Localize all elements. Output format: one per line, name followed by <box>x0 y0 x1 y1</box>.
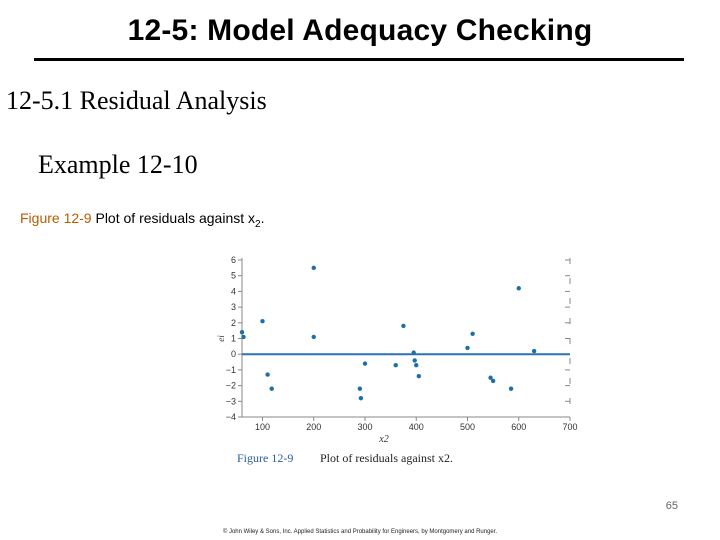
axes <box>241 258 571 418</box>
residual-point <box>393 362 398 368</box>
residual-point <box>241 334 246 340</box>
ticks <box>238 259 571 421</box>
residual-point <box>358 395 364 401</box>
y-tick-label: 0 <box>231 349 236 359</box>
figure-caption-label: Figure 12-9 <box>20 210 92 226</box>
residual-point <box>311 265 316 271</box>
residual-point <box>508 386 514 391</box>
y-tick-label: 2 <box>231 318 236 328</box>
residual-point <box>488 375 493 380</box>
residual-point <box>239 330 245 335</box>
x-tick-label: 600 <box>511 422 526 432</box>
y-tick-label: −4 <box>226 412 236 422</box>
title-underline <box>34 58 684 61</box>
figure-caption-subscript: 2 <box>255 218 261 230</box>
x-tick-label: 100 <box>255 422 270 432</box>
residual-point <box>516 286 521 291</box>
residual-point <box>362 361 368 366</box>
example-heading: Example 12-10 <box>38 150 198 179</box>
figure-caption-text: Plot of residuals against x <box>95 210 256 226</box>
residual-point <box>531 348 537 354</box>
figure-caption-end: . <box>260 210 265 226</box>
x-axis-label: x2 <box>378 434 388 445</box>
residual-point <box>265 372 270 377</box>
x-tick-label: 200 <box>306 422 321 432</box>
residual-point <box>416 373 422 379</box>
residual-point <box>401 323 406 329</box>
y-tick-label: −1 <box>226 365 236 375</box>
y-tick-label: −2 <box>226 381 236 391</box>
section-heading: 12-5.1 Residual Analysis <box>6 86 267 115</box>
residual-point <box>414 362 419 368</box>
y-axis-label: ei <box>216 335 226 342</box>
x-tick-label: 700 <box>562 422 577 432</box>
y-tick-label: 6 <box>231 255 236 265</box>
slide-number: 65 <box>665 500 678 512</box>
points-layer <box>239 265 537 401</box>
x-tick-label: 300 <box>357 422 372 432</box>
slide-title: 12-5: Model Adequacy Checking <box>127 14 593 47</box>
x-tick-label: 400 <box>409 422 424 432</box>
chart-caption-text: Plot of residuals against x2. <box>320 451 453 465</box>
residual-point <box>490 378 496 384</box>
figure-caption: Figure 12-9 Plot of residuals against x2… <box>20 210 264 230</box>
y-tick-label: 5 <box>231 271 236 281</box>
labels-layer: 6 5 4 3 2 1 0 −1 −2 −3 −4 100 200 300 400 500 600 700 x2 ei… <box>216 255 578 465</box>
residual-point <box>470 331 475 336</box>
x-tick-label: 500 <box>460 422 475 432</box>
residual-point <box>465 345 470 351</box>
residual-point <box>357 386 363 391</box>
residual-point <box>269 386 274 391</box>
footer-credit: © John Wiley & Sons, Inc. Applied Statis… <box>222 529 498 535</box>
residual-point <box>411 350 416 355</box>
y-tick-label: 4 <box>231 286 236 296</box>
residual-point <box>412 358 417 363</box>
residual-point <box>311 334 316 340</box>
y-tick-label: 1 <box>231 334 236 344</box>
residual-point <box>260 319 265 324</box>
y-tick-label: 3 <box>231 302 236 312</box>
y-tick-label: −3 <box>226 396 236 406</box>
chart-caption-label: Figure 12-9 <box>237 451 293 465</box>
residual-scatter-chart: 6 5 4 3 2 1 0 −1 −2 −3 −4 100 200 300 400 500 600 700 x2 ei… <box>216 255 578 465</box>
